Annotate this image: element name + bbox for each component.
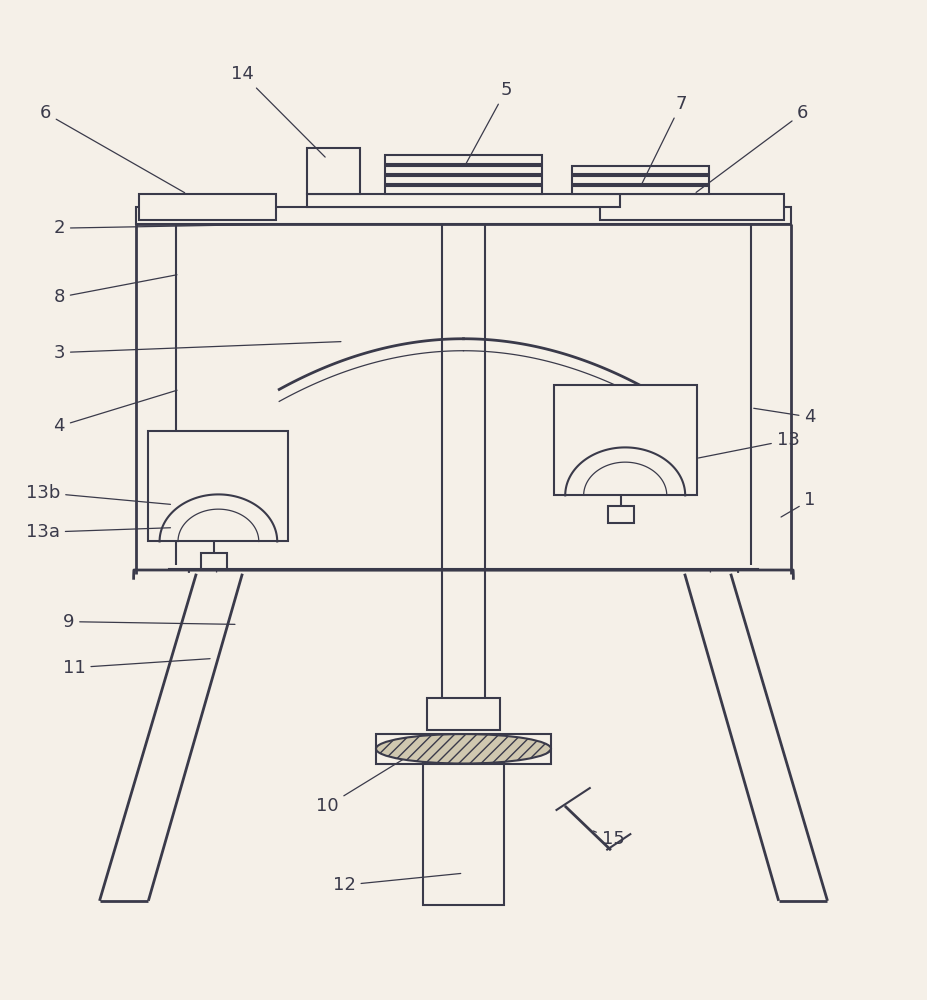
Text: 13b: 13b [26, 484, 171, 504]
Text: 6: 6 [40, 104, 184, 193]
Text: 4: 4 [754, 408, 816, 426]
Bar [376, 734, 551, 764]
Bar [139, 194, 275, 220]
Text: 11: 11 [63, 659, 210, 677]
Text: 8: 8 [54, 275, 177, 306]
Bar [148, 431, 288, 541]
Text: 1: 1 [781, 491, 816, 517]
Text: 15: 15 [593, 830, 625, 848]
Bar [572, 176, 708, 184]
Text: 5: 5 [464, 81, 512, 166]
Bar [386, 166, 541, 174]
Bar [572, 166, 708, 174]
Bar [386, 155, 541, 164]
Ellipse shape [376, 734, 551, 764]
Bar [386, 176, 541, 184]
Text: 7: 7 [641, 95, 687, 184]
Text: 12: 12 [333, 873, 461, 894]
Text: 13a: 13a [26, 523, 171, 541]
Bar [307, 194, 620, 207]
Bar [136, 207, 791, 224]
Bar [608, 506, 634, 523]
Text: 6: 6 [696, 104, 808, 192]
Bar [201, 553, 227, 569]
Bar [307, 148, 361, 194]
Text: 3: 3 [54, 342, 341, 362]
Text: 10: 10 [316, 755, 411, 815]
Bar [553, 385, 696, 495]
Bar [572, 186, 708, 194]
Text: 9: 9 [63, 613, 235, 631]
Bar [600, 194, 784, 220]
Text: 13: 13 [698, 431, 800, 458]
Text: 2: 2 [54, 219, 313, 237]
Bar [426, 698, 501, 730]
Bar [423, 753, 504, 905]
Text: 14: 14 [232, 65, 325, 157]
Text: 4: 4 [54, 390, 177, 435]
Bar [386, 186, 541, 194]
